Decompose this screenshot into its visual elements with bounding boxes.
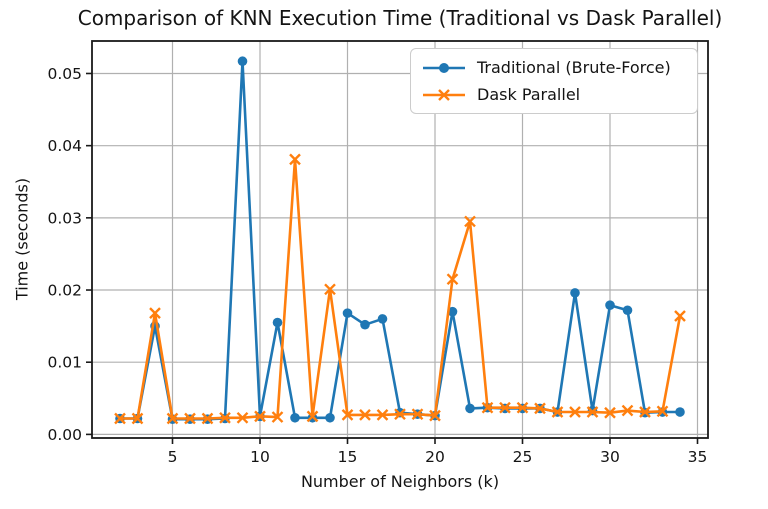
x-tick-label: 25 [513,448,533,466]
data-point-circle-marker [272,317,283,328]
data-point-circle-marker [342,308,353,318]
data-point-x-marker [114,412,126,425]
plot-border [91,40,709,439]
legend-sample-line-circle-icon [423,62,465,73]
data-point-x-marker [446,273,459,286]
data-point-x-marker [184,412,196,425]
data-point-x-marker [429,409,441,422]
data-point-x-marker [131,412,144,425]
data-point-x-marker [569,406,581,418]
data-point-x-marker [254,410,266,423]
data-point-circle-marker [360,319,370,330]
x-tick-label: 5 [168,448,178,466]
data-point-x-marker [621,404,634,417]
data-point-circle-marker [290,412,300,423]
data-point-circle-marker [377,314,388,324]
grid [92,41,708,438]
y-axis-label: Time (seconds) [12,177,32,301]
chart-title: Comparison of KNN Execution Time (Tradit… [77,6,723,30]
data-point-circle-marker [237,56,248,67]
data-point-circle-marker [622,305,633,316]
legend-sample-line-x-icon [423,88,465,101]
legend-label-dask: Dask Parallel [477,85,581,104]
data-point-circle-marker [447,306,458,317]
legend-item-dask: Dask Parallel [421,82,687,107]
data-point-x-marker [516,401,529,414]
legend-label-traditional: Traditional (Brute-Force) [477,58,671,77]
data-point-x-marker [236,411,249,424]
legend-item-traditional: Traditional (Brute-Force) [421,55,687,80]
data-point-x-marker [201,412,214,425]
data-point-x-marker [534,402,546,415]
series-line [120,158,682,420]
data-point-circle-marker [570,288,580,298]
data-point-circle-marker [465,403,475,414]
data-point-x-marker [359,409,371,421]
legend: Traditional (Brute-Force) Dask Parallel [410,48,698,114]
data-point-x-marker [464,215,476,228]
series-line [120,59,680,421]
x-tick-label: 10 [250,448,270,466]
x-tick-label: 15 [338,448,358,466]
y-tick-label: 0.04 [47,137,82,155]
data-point-x-marker [324,283,336,296]
data-point-x-marker [219,411,231,424]
data-point-x-marker [394,408,406,421]
data-point-x-marker [604,406,616,419]
series-dask-parallel [114,153,686,425]
data-point-x-marker [341,409,354,421]
y-tick-label: 0.03 [47,209,82,227]
y-tick-label: 0.01 [47,354,82,372]
data-point-circle-marker [325,412,335,423]
data-point-x-marker [499,401,511,414]
data-point-x-marker [656,405,669,418]
data-point-x-marker [411,408,424,421]
x-tick-label: 20 [425,448,445,466]
data-point-x-marker [481,401,494,414]
data-point-x-marker [674,310,686,322]
data-point-x-marker [306,410,319,423]
x-tick-label: 30 [600,448,620,466]
data-point-x-marker [551,406,564,418]
data-point-circle-marker [675,407,685,417]
data-point-x-marker [289,153,301,166]
y-tick-label: 0.00 [47,426,82,444]
data-point-circle-marker [605,300,615,310]
data-point-x-marker [376,409,389,421]
data-point-x-marker [166,412,179,425]
data-point-x-marker [586,406,599,418]
axis-ticks: 5 10 15 20 25 30 35 0.00 0.01 0.02 0.03 0.04 0.05 [47,65,707,466]
y-tick-label: 0.05 [47,65,82,83]
data-point-x-marker [271,411,284,423]
data-point-x-marker [149,307,161,319]
x-axis-label: Number of Neighbors (k) [300,472,500,491]
y-tick-label: 0.02 [47,282,82,300]
x-tick-label: 35 [688,448,708,466]
data-point-x-marker [639,406,651,418]
